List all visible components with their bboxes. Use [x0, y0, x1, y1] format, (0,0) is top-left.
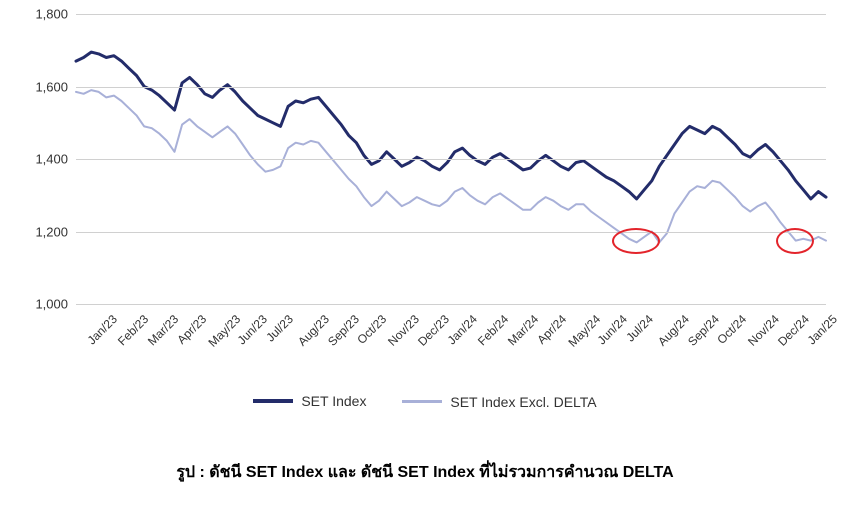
x-axis-label: Nov/23 [385, 312, 422, 349]
x-axis-label: Sep/23 [325, 312, 362, 349]
x-axis-label: Apr/24 [534, 312, 569, 347]
x-axis-label: Oct/24 [714, 312, 749, 347]
x-axis-label: Jan/25 [805, 312, 840, 347]
legend: SET Index SET Index Excl. DELTA [0, 390, 850, 410]
gridline [76, 232, 826, 233]
x-axis-label: Aug/23 [295, 312, 332, 349]
legend-swatch-0 [253, 399, 293, 403]
series-line [76, 52, 826, 199]
x-axis-label: Dec/24 [775, 312, 812, 349]
x-axis-label: Mar/24 [505, 312, 541, 348]
x-axis-label: Feb/23 [115, 312, 151, 348]
y-axis-label: 1,800 [18, 7, 68, 22]
series-line [76, 90, 826, 242]
x-axis-label: Jul/23 [263, 312, 296, 345]
x-axis-label: Jul/24 [623, 312, 656, 345]
x-axis-label: Jun/23 [235, 312, 270, 347]
x-axis-label: May/24 [566, 312, 604, 350]
x-axis-label: Aug/24 [655, 312, 692, 349]
x-axis-label: Nov/24 [745, 312, 782, 349]
highlight-ellipse [612, 228, 660, 254]
x-axis-label: Jan/24 [445, 312, 480, 347]
y-axis-label: 1,600 [18, 79, 68, 94]
x-axis-label: May/23 [206, 312, 244, 350]
highlight-ellipse [776, 228, 814, 254]
x-axis-label: Jun/24 [595, 312, 630, 347]
legend-item-1: SET Index Excl. DELTA [402, 394, 596, 410]
legend-swatch-1 [402, 400, 442, 403]
legend-label-0: SET Index [301, 393, 366, 409]
y-axis-label: 1,200 [18, 224, 68, 239]
y-axis-label: 1,000 [18, 297, 68, 312]
chart-caption: รูป : ดัชนี SET Index และ ดัชนี SET Inde… [0, 460, 850, 485]
gridline [76, 87, 826, 88]
legend-label-1: SET Index Excl. DELTA [450, 394, 596, 410]
y-axis-label: 1,400 [18, 152, 68, 167]
x-axis-label: Jan/23 [85, 312, 120, 347]
gridline [76, 304, 826, 305]
gridline [76, 159, 826, 160]
x-axis-label: Dec/23 [415, 312, 452, 349]
x-axis-label: Oct/23 [354, 312, 389, 347]
legend-item-0: SET Index [253, 393, 366, 409]
chart-container: 1,0001,2001,4001,6001,800Jan/23Feb/23Mar… [26, 14, 826, 394]
x-axis-label: Sep/24 [685, 312, 722, 349]
gridline [76, 14, 826, 15]
x-axis-label: Feb/24 [475, 312, 511, 348]
x-axis-label: Apr/23 [174, 312, 209, 347]
x-axis-label: Mar/23 [145, 312, 181, 348]
